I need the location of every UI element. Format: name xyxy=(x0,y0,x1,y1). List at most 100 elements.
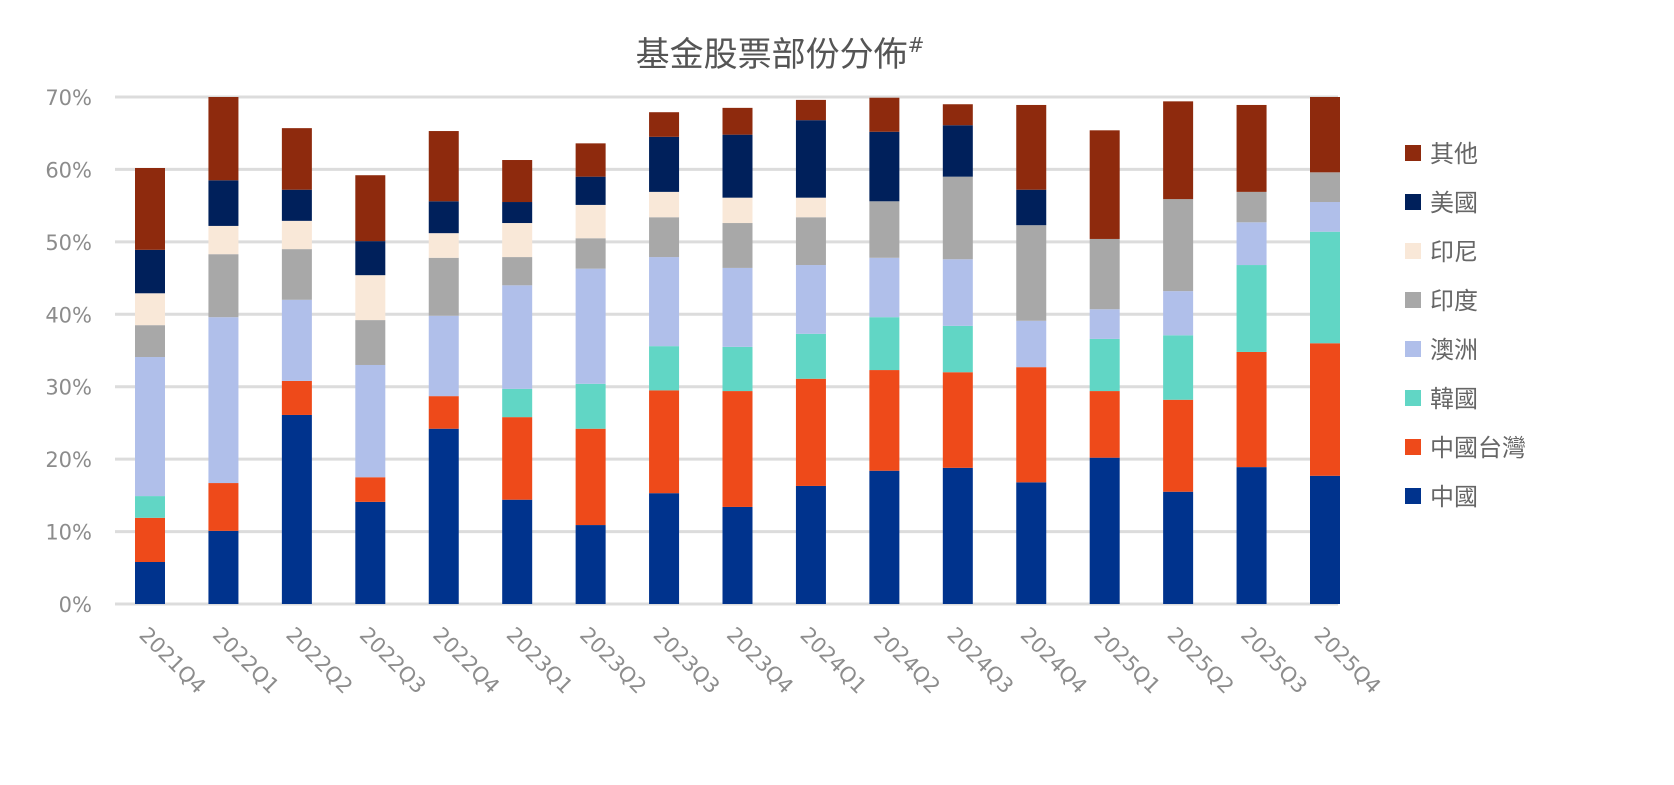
bar-segment-1 xyxy=(869,470,900,604)
legend-swatch xyxy=(1405,243,1421,259)
legend-label: 其他 xyxy=(1430,140,1478,168)
bar-segment-3 xyxy=(649,346,680,391)
bar-segment-3 xyxy=(869,317,900,371)
bar-segment-7 xyxy=(795,120,826,198)
bar-segment-7 xyxy=(649,136,680,192)
bar-segment-7 xyxy=(281,189,312,221)
chart-title-text: 基金股票部份分佈 xyxy=(636,35,908,75)
bar-segment-6 xyxy=(575,204,606,239)
bar-segment-6 xyxy=(355,275,386,321)
bar-segment-7 xyxy=(135,249,165,294)
bar-segment-8 xyxy=(355,175,386,242)
bar-segment-7 xyxy=(502,202,533,224)
x-tick-label: 2023Q1 xyxy=(502,623,578,699)
x-tick-label: 2022Q1 xyxy=(208,623,284,699)
bar-segment-7 xyxy=(428,201,459,234)
bar-segment-4 xyxy=(1016,320,1047,368)
bar-segment-5 xyxy=(355,320,386,365)
bar-segment-2 xyxy=(1089,391,1120,458)
bar-segment-4 xyxy=(428,315,459,397)
bar-segment-3 xyxy=(1310,231,1340,344)
legend-label: 印尼 xyxy=(1430,238,1478,266)
bar-segment-2 xyxy=(1236,351,1267,468)
bar-segment-7 xyxy=(355,241,386,276)
legend-swatch xyxy=(1405,390,1421,406)
bar-segment-3 xyxy=(1089,338,1120,392)
bar-segment-2 xyxy=(722,391,753,507)
bar-segment-5 xyxy=(1163,199,1194,292)
bar-segment-7 xyxy=(942,125,973,177)
bar-segment-4 xyxy=(355,364,386,478)
bar-segment-7 xyxy=(1016,189,1047,226)
x-axis: 2021Q42022Q12022Q22022Q32022Q42023Q12023… xyxy=(134,623,1385,699)
bar-segment-8 xyxy=(1236,104,1267,192)
bar-segment-8 xyxy=(281,128,312,190)
legend-label: 印度 xyxy=(1430,287,1478,315)
bar-segment-8 xyxy=(649,112,680,137)
x-tick-label: 2023Q2 xyxy=(575,623,651,699)
bar-segment-1 xyxy=(1236,467,1267,604)
x-tick-label: 2023Q3 xyxy=(649,623,725,699)
bar-segment-4 xyxy=(502,285,533,389)
y-tick-label: 30% xyxy=(45,376,92,400)
bar-segment-8 xyxy=(1016,104,1047,190)
y-tick-label: 60% xyxy=(45,158,92,182)
bar-segment-1 xyxy=(208,530,239,604)
bar-segment-8 xyxy=(428,131,459,202)
y-tick-label: 10% xyxy=(45,521,92,545)
y-tick-label: 50% xyxy=(45,231,92,255)
bar-segment-2 xyxy=(428,396,459,429)
bar-segment-8 xyxy=(1163,101,1194,200)
y-tick-label: 0% xyxy=(59,593,92,617)
bar-segment-2 xyxy=(355,477,386,502)
bar-segment-3 xyxy=(942,325,973,373)
bar-segment-2 xyxy=(575,428,606,526)
bar-segment-7 xyxy=(575,176,606,205)
bar-segment-2 xyxy=(502,417,533,500)
bar-segment-1 xyxy=(1016,482,1047,604)
bar-segment-1 xyxy=(1089,457,1120,604)
bar-segment-5 xyxy=(722,223,753,268)
bar-segment-5 xyxy=(869,201,900,258)
bar-segment-1 xyxy=(135,561,165,604)
bar-segment-1 xyxy=(942,467,973,604)
bar-segment-4 xyxy=(1089,309,1120,339)
x-tick-label: 2025Q2 xyxy=(1163,623,1239,699)
bar-segment-2 xyxy=(869,370,900,471)
legend-swatch xyxy=(1405,439,1421,455)
y-tick-label: 40% xyxy=(45,303,92,327)
x-tick-label: 2024Q4 xyxy=(1016,623,1092,699)
bar-segment-3 xyxy=(722,346,753,392)
y-tick-label: 20% xyxy=(45,448,92,472)
bar-segment-4 xyxy=(869,257,900,318)
x-tick-label: 2022Q3 xyxy=(355,623,431,699)
x-tick-label: 2021Q4 xyxy=(134,623,210,699)
bar-segment-8 xyxy=(795,99,826,121)
bar-segment-8 xyxy=(208,97,239,181)
bar-segment-1 xyxy=(355,501,386,604)
chart-title: 基金股票部份分佈# xyxy=(636,33,925,75)
bar-segment-3 xyxy=(502,388,533,418)
bar-segment-2 xyxy=(1310,343,1340,476)
bar-segment-2 xyxy=(649,390,680,494)
bar-segment-6 xyxy=(649,191,680,218)
bar-segment-8 xyxy=(1310,97,1340,173)
bar-segment-2 xyxy=(795,378,826,486)
bar-segment-4 xyxy=(1163,291,1194,336)
bar-segment-6 xyxy=(208,225,239,255)
bar-segment-3 xyxy=(135,496,165,518)
legend-swatch xyxy=(1405,488,1421,504)
bar-segment-3 xyxy=(795,333,826,379)
x-tick-label: 2025Q3 xyxy=(1236,623,1312,699)
bar-segment-5 xyxy=(208,254,239,318)
bar-segment-8 xyxy=(575,143,606,177)
bar-segment-8 xyxy=(502,160,533,203)
bar-segment-2 xyxy=(1163,399,1194,492)
bar-segment-4 xyxy=(1310,202,1340,232)
bars xyxy=(135,97,1340,604)
bar-segment-1 xyxy=(575,525,606,604)
chart-title-mark: # xyxy=(908,33,925,57)
bar-segment-5 xyxy=(281,249,312,300)
bar-segment-6 xyxy=(795,197,826,218)
